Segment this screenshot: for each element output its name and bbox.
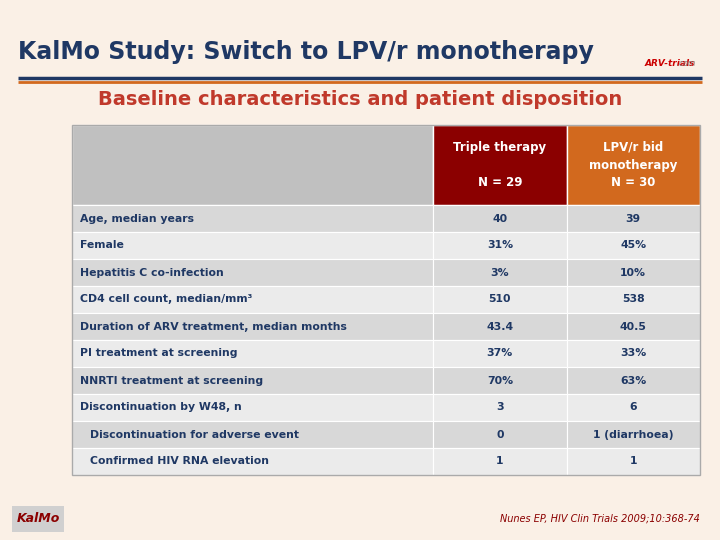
Text: 63%: 63% [620,375,647,386]
Text: KalMo Study: Switch to LPV/r monotherapy: KalMo Study: Switch to LPV/r monotherapy [18,40,594,64]
Text: Duration of ARV treatment, median months: Duration of ARV treatment, median months [80,321,347,332]
Text: Female: Female [80,240,124,251]
Text: 3: 3 [496,402,503,413]
Text: 0: 0 [496,429,503,440]
Text: PI treatment at screening: PI treatment at screening [80,348,238,359]
Bar [12,506,64,532]
Bar [72,448,433,475]
Text: 33%: 33% [620,348,647,359]
Text: 1 (diarrhoea): 1 (diarrhoea) [593,429,673,440]
Text: NNRTI treatment at screening: NNRTI treatment at screening [80,375,263,386]
Bar [72,286,433,313]
Bar [567,313,700,340]
Text: 39: 39 [626,213,641,224]
Bar [433,340,567,367]
Text: 10%: 10% [620,267,647,278]
Text: KalMo: KalMo [17,512,60,525]
Bar [567,394,700,421]
Bar [567,232,700,259]
Bar [567,125,700,205]
Text: Age, median years: Age, median years [80,213,194,224]
Bar [72,205,433,232]
Bar [72,340,433,367]
Text: 3%: 3% [490,267,509,278]
Bar [433,286,567,313]
Text: 1: 1 [629,456,637,467]
Bar [433,448,567,475]
Bar [567,448,700,475]
Text: CD4 cell count, median/mm³: CD4 cell count, median/mm³ [80,294,253,305]
Text: Confirmed HIV RNA elevation: Confirmed HIV RNA elevation [90,456,269,467]
Bar [72,125,433,205]
Bar [433,367,567,394]
Text: 45%: 45% [620,240,647,251]
Bar [567,367,700,394]
Bar [72,367,433,394]
Bar [567,421,700,448]
Text: 6: 6 [629,402,637,413]
Bar [72,232,433,259]
Bar [433,125,567,205]
Text: 70%: 70% [487,375,513,386]
Bar [72,125,700,475]
Text: Discontinuation for adverse event: Discontinuation for adverse event [90,429,299,440]
Text: 43.4: 43.4 [486,321,513,332]
Text: 37%: 37% [487,348,513,359]
Text: ARV-trials: ARV-trials [644,59,695,69]
Bar [72,394,433,421]
Text: 40: 40 [492,213,508,224]
Text: Triple therapy

N = 29: Triple therapy N = 29 [454,140,546,190]
Text: Hepatitis C co-infection: Hepatitis C co-infection [80,267,224,278]
Bar [433,394,567,421]
Text: Baseline characteristics and patient disposition: Baseline characteristics and patient dis… [98,90,622,109]
Text: 510: 510 [489,294,511,305]
Bar [72,313,433,340]
Text: Discontinuation by W48, n: Discontinuation by W48, n [80,402,242,413]
Bar [433,421,567,448]
Text: 1: 1 [496,456,503,467]
Bar [433,205,567,232]
Bar [433,259,567,286]
Text: 40.5: 40.5 [620,321,647,332]
Bar [433,232,567,259]
Text: Nunes EP, HIV Clin Trials 2009;10:368-74: Nunes EP, HIV Clin Trials 2009;10:368-74 [500,514,700,524]
Bar [567,259,700,286]
Bar [433,313,567,340]
Text: 538: 538 [622,294,644,305]
Bar [72,259,433,286]
Text: LPV/r bid
monotherapy
N = 30: LPV/r bid monotherapy N = 30 [589,140,678,190]
Bar [567,340,700,367]
Bar [567,286,700,313]
Bar [72,421,433,448]
Text: .com: .com [660,59,695,69]
Bar [567,205,700,232]
Text: 31%: 31% [487,240,513,251]
